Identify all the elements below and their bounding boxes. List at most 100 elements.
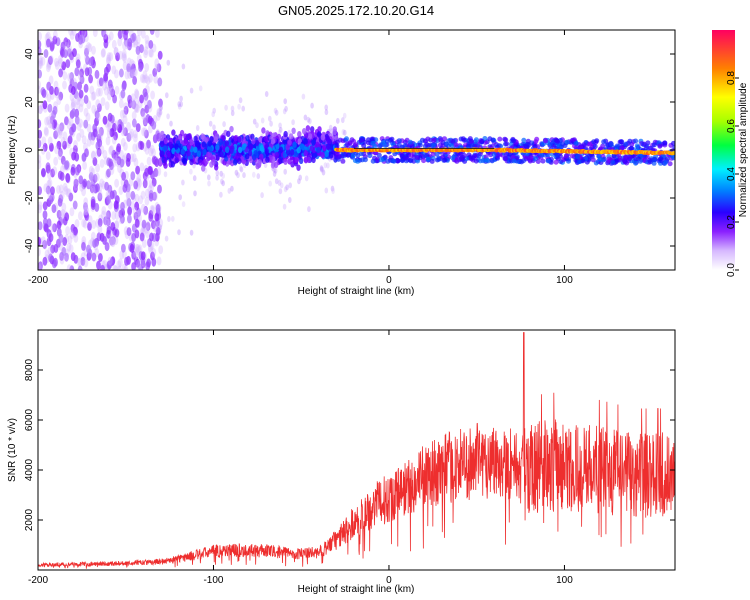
heatmap-cell [193, 190, 197, 197]
heatmap-cell [209, 136, 214, 143]
heatmap-cell [324, 187, 329, 194]
heatmap-cell [384, 138, 390, 144]
heatmap-cell [148, 166, 154, 176]
heatmap-cell [294, 156, 300, 163]
snr-x-tick-label: 0 [386, 575, 392, 586]
heatmap-cell [443, 141, 449, 147]
heatmap-cell [553, 159, 559, 165]
heatmap-cell [391, 158, 397, 164]
heatmap-cell [38, 186, 42, 196]
heatmap-cell [511, 158, 517, 164]
heatmap-cell [143, 206, 148, 216]
heatmap-cell [144, 63, 150, 72]
heatmap-cell [134, 218, 140, 228]
heatmap-cell [272, 170, 277, 177]
heatmap-cell [91, 104, 97, 114]
heatmap-cell [68, 244, 74, 254]
heatmap-cell [54, 86, 59, 96]
heatmap-cell [106, 63, 111, 73]
heatmap-cell [84, 148, 89, 158]
heatmap-cell [144, 188, 150, 198]
heatmap-cell [467, 136, 473, 142]
heatmap-cell [47, 178, 53, 188]
heatmap-cell [671, 151, 675, 155]
heatmap-cell [482, 136, 488, 141]
heatmap-cell [222, 121, 226, 128]
heatmap-cell [154, 212, 160, 222]
heatmap-cell [221, 172, 225, 179]
heatmap-cell [144, 196, 150, 206]
heatmap-cell [114, 228, 120, 238]
heatmap-cell [316, 146, 321, 154]
heatmap-cell [56, 185, 61, 194]
heatmap-cell [137, 30, 142, 37]
heatmap-cell [178, 194, 182, 201]
heatmap-cell [114, 85, 120, 95]
heatmap-cell [48, 253, 53, 263]
heatmap-cell [320, 134, 326, 141]
heatmap-cell [273, 107, 278, 114]
heatmap-cell [282, 108, 287, 115]
heatmap-cell [633, 160, 639, 166]
heatmap-cell [113, 200, 119, 210]
heatmap-cell [110, 238, 116, 248]
heatmap-cell [42, 240, 47, 249]
heatmap-cell [121, 171, 126, 181]
heatmap-cell [95, 148, 101, 158]
heatmap-cell [189, 158, 194, 166]
heatmap-cell [358, 138, 364, 143]
heatmap-cell [287, 158, 292, 165]
heatmap-cell [491, 152, 497, 157]
heatmap-cell [66, 242, 72, 252]
heatmap-cell [279, 182, 284, 189]
heatmap-cell [103, 216, 108, 226]
heatmap-cell [38, 221, 43, 231]
heatmap-cell [153, 134, 157, 141]
heatmap-cell [534, 136, 540, 142]
heatmap-cell [38, 160, 42, 170]
heatmap-cell [110, 222, 116, 231]
heatmap-cell [114, 220, 119, 230]
heatmap-cell [118, 186, 124, 195]
heatmap-cell [65, 226, 70, 236]
heatmap-cell [419, 137, 425, 143]
heatmap-cell [38, 263, 42, 270]
heatmap-cell [135, 259, 141, 269]
heatmap-cell [156, 166, 162, 176]
heatmap-cell [543, 138, 549, 144]
heatmap-cell [121, 263, 127, 270]
heatmap-cell [79, 97, 84, 107]
heatmap-cell [324, 104, 329, 111]
heatmap-cell [94, 202, 100, 212]
snr-x-tick-label: -100 [203, 575, 223, 586]
heatmap-cell [152, 68, 158, 77]
heatmap-cell [136, 173, 142, 183]
heatmap-cell [155, 208, 160, 214]
heatmap-cell [155, 226, 161, 236]
heatmap-cell [407, 157, 413, 163]
heatmap-cell [61, 61, 67, 71]
heatmap-cell [647, 159, 653, 165]
heatmap-cell [627, 156, 633, 162]
heatmap-cell [92, 239, 97, 248]
heatmap-cell [296, 164, 301, 171]
heatmap-cell [202, 148, 207, 156]
heatmap-cell [38, 105, 43, 115]
heatmap-cell [137, 178, 142, 188]
heatmap-cell [143, 49, 149, 59]
heatmap-cell [580, 158, 586, 164]
heatmap-cell [100, 97, 106, 107]
heatmap-cell [85, 55, 90, 65]
heatmap-cell [587, 141, 593, 147]
heatmap-cell [101, 206, 107, 215]
heatmap-cell [84, 67, 90, 77]
heatmap-cell [86, 123, 92, 133]
heatmap-cell [123, 30, 129, 36]
heatmap-cell [332, 129, 337, 136]
heatmap-cell [56, 96, 62, 106]
heatmap-cell [179, 101, 183, 108]
heatmap-cell [85, 112, 91, 122]
heatmap-cell [95, 87, 101, 97]
heatmap-cell [283, 98, 288, 105]
heatmap-cell [378, 142, 384, 148]
